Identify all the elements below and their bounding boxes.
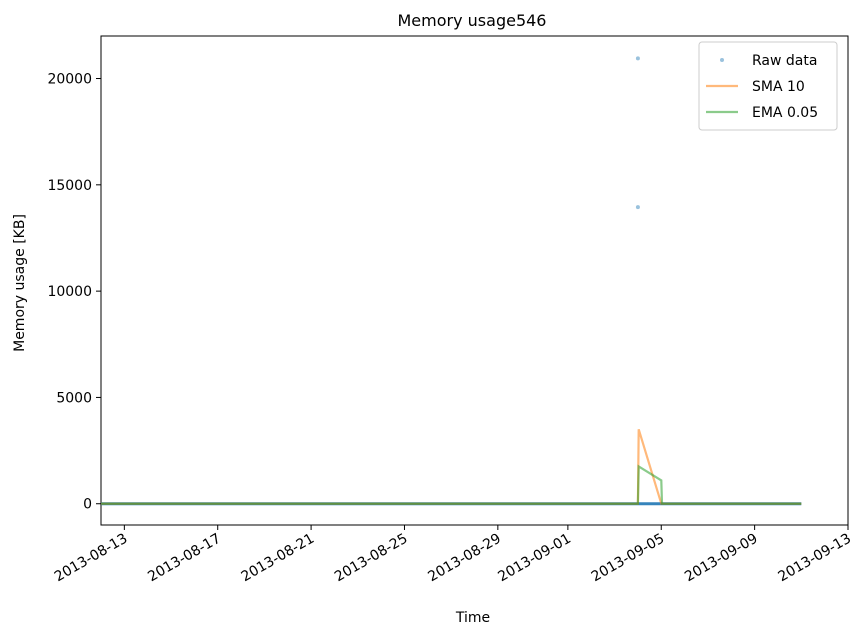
x-tick-label: 2013-08-13	[52, 531, 130, 586]
x-axis: 2013-08-13 2013-08-17 2013-08-21 2013-08-25…	[52, 525, 854, 585]
raw-data-point	[635, 205, 640, 210]
x-tick-label: 2013-09-01	[495, 531, 573, 586]
plot-area	[100, 35, 849, 526]
x-axis-label: Time	[455, 610, 490, 626]
x-tick-label: 2013-09-09	[682, 531, 760, 586]
chart-title: Memory usage546	[398, 11, 547, 30]
raw-data-point	[635, 56, 640, 61]
legend-label: SMA 10	[752, 79, 805, 95]
y-tick-label: 0	[83, 497, 92, 513]
y-axis: 0 5000 10000 15000 20000	[47, 72, 101, 513]
y-tick-label: 20000	[47, 72, 92, 88]
x-tick-label: 2013-08-17	[145, 531, 223, 586]
data-layer	[101, 56, 802, 506]
series-line-1	[101, 428, 802, 505]
legend-label: Raw data	[752, 53, 817, 69]
legend-box	[698, 41, 838, 131]
x-tick-label: 2013-08-25	[332, 531, 410, 586]
legend-label: EMA 0.05	[752, 105, 818, 121]
series-line-2	[101, 464, 802, 505]
legend: Raw data SMA 10 EMA 0.05	[698, 41, 838, 131]
x-tick-label: 2013-08-29	[425, 531, 503, 586]
y-tick-label: 10000	[47, 284, 92, 300]
y-axis-label: Memory usage [KB]	[12, 214, 28, 352]
x-tick-label: 2013-08-21	[239, 531, 317, 586]
plot-frame	[100, 35, 849, 526]
y-tick-label: 15000	[47, 178, 92, 194]
y-tick-label: 5000	[56, 390, 92, 406]
x-tick-label: 2013-09-05	[589, 531, 667, 586]
x-tick-label: 2013-09-13	[776, 531, 854, 586]
legend-marker	[720, 58, 724, 62]
